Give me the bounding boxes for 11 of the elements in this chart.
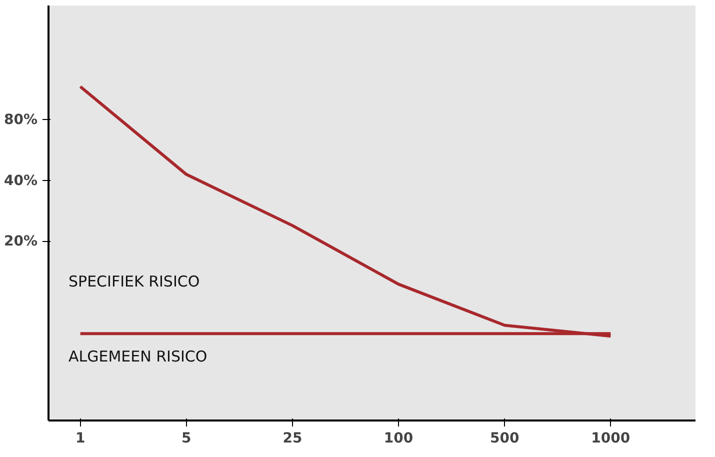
- x-tick-label: 25: [282, 430, 302, 446]
- y-tick-label: 20%: [4, 234, 38, 250]
- annotation: SPECIFIEK RISICO: [68, 272, 200, 290]
- y-tick-label: 80%: [4, 112, 38, 128]
- annotation: ALGEMEEN RISICO: [68, 348, 208, 366]
- x-tick-label: 1000: [591, 430, 630, 446]
- x-tick-label: 500: [490, 430, 520, 446]
- y-tick-label: 40%: [4, 172, 38, 189]
- x-tick-label: 1: [75, 430, 86, 446]
- x-tick-label: 100: [384, 430, 414, 446]
- x-tick-label: 5: [182, 430, 192, 446]
